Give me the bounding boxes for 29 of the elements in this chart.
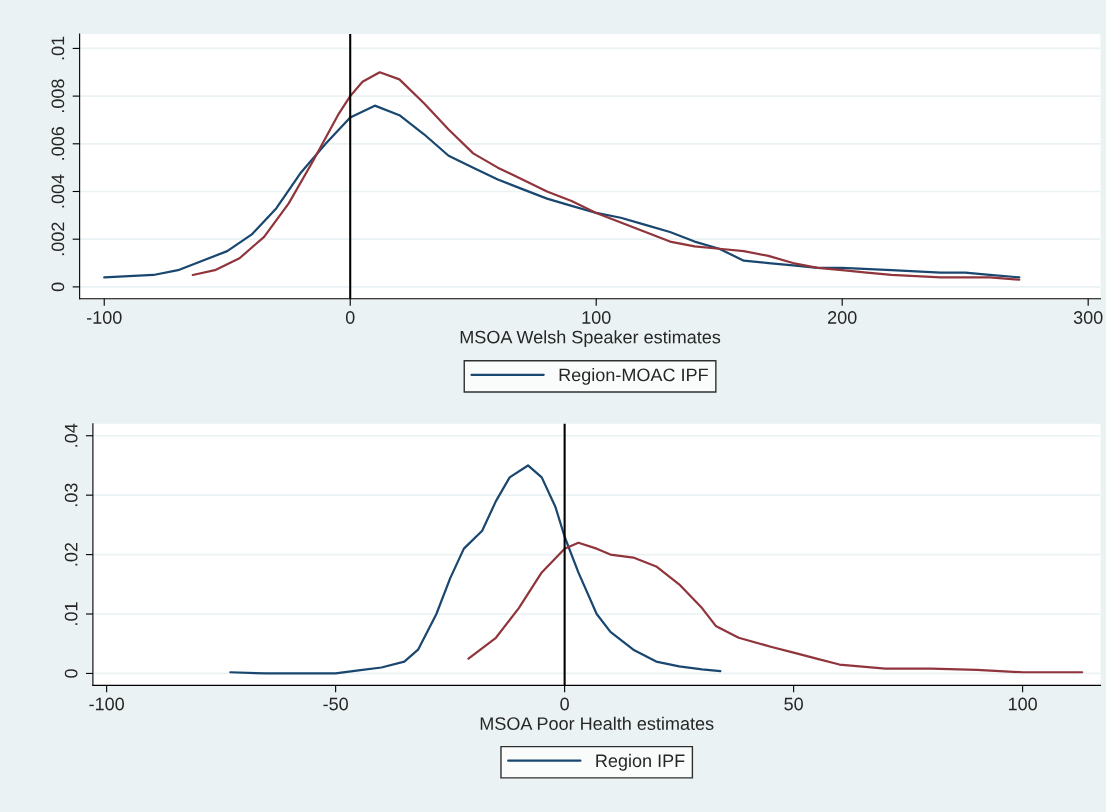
line-series [229,464,722,675]
y-tick-label: .01 [51,36,65,60]
x-tick-label: 300 [1073,311,1103,324]
y-tick-label: .002 [51,222,65,256]
x-tick-label: 0 [345,311,355,324]
x-axis-title: MSOA Poor Health estimates [480,716,714,730]
y-tick-label: .004 [51,174,65,208]
line-series [467,541,1084,674]
x-axis-title: MSOA Welsh Speaker estimates [460,330,721,348]
y-tick-label: .04 [64,423,78,447]
x-tick-label: -50 [323,697,348,711]
y-tick-label: 0 [51,282,65,292]
y-tick-label: .03 [64,483,78,507]
x-tick-label: 100 [1008,697,1037,711]
y-tick-label: .02 [64,542,78,566]
y-tick-label: .01 [64,602,78,625]
y-tick-label: .008 [51,79,65,113]
y-tick-label: .006 [51,127,65,160]
x-tick-label: -100 [89,697,125,711]
x-tick-label: 50 [784,697,803,711]
y-tick-label: 0 [64,669,78,678]
x-tick-label: 100 [582,311,611,324]
line-series [191,71,1021,281]
x-tick-label: -100 [86,311,122,324]
line-series [103,104,1021,279]
x-tick-label: 200 [828,311,857,324]
legend-label: Region IPF [596,753,685,771]
legend-label: Region-MOAC IPF [559,368,708,385]
x-tick-label: 0 [560,697,569,711]
